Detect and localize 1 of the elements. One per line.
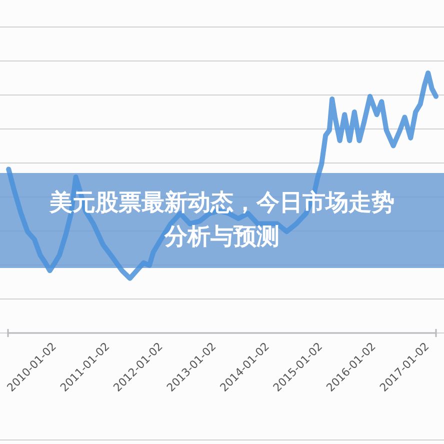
text: 美元股票最新动态，今日市场走势分析与预测	[48, 188, 396, 252]
